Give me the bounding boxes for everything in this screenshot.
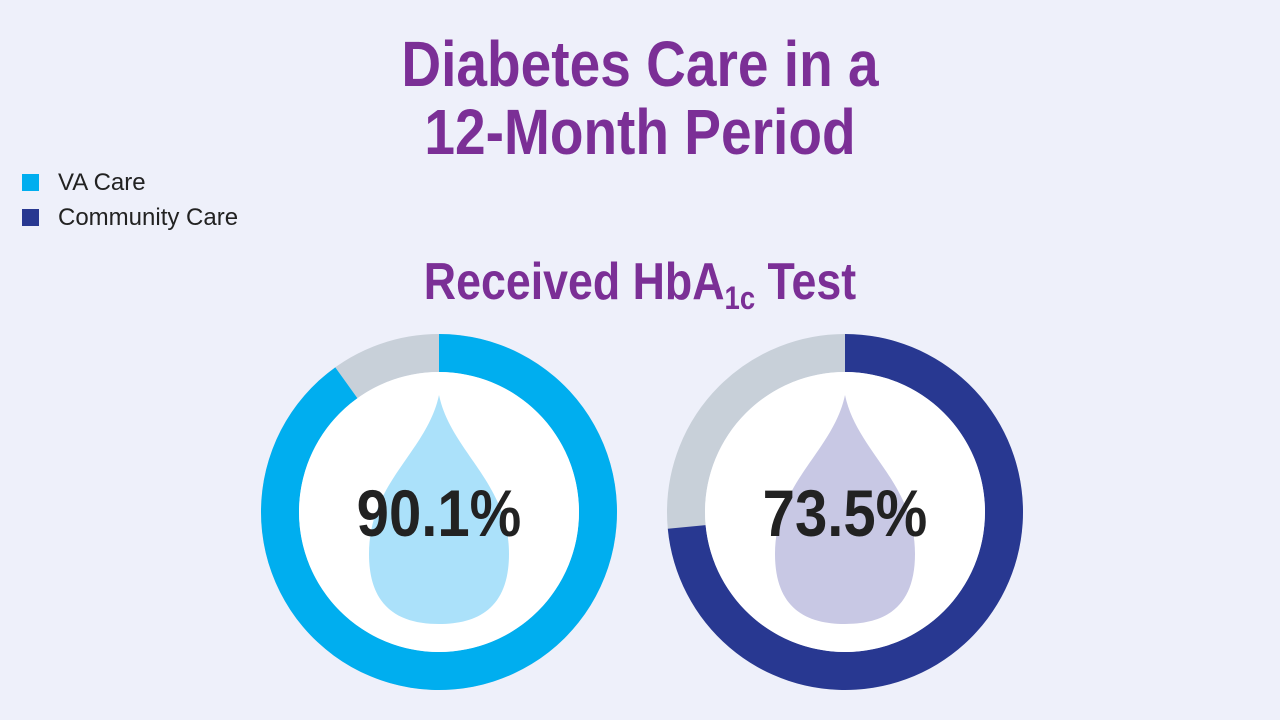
- legend: VA Care Community Care: [22, 165, 238, 235]
- drop-icon: [775, 395, 915, 624]
- page-title: Diabetes Care in a 12-Month Period: [90, 30, 1191, 166]
- donut-community-care: 73.5%: [667, 334, 1024, 690]
- subtitle-prefix: Received HbA: [423, 253, 725, 311]
- subtitle-suffix: Test: [755, 253, 857, 311]
- legend-label-community-care: Community Care: [58, 203, 239, 231]
- legend-label-va-care: VA Care: [58, 168, 146, 196]
- title-line-1: Diabetes Care in a: [401, 28, 879, 100]
- donut-va-care: 90.1%: [260, 334, 617, 690]
- legend-swatch-va-care: [22, 174, 39, 191]
- subtitle-subscript: 1c: [724, 280, 756, 316]
- legend-item-va-care: VA Care: [22, 165, 238, 200]
- title-line-2: 12-Month Period: [424, 96, 856, 168]
- legend-swatch-community-care: [22, 209, 39, 226]
- legend-item-community-care: Community Care: [22, 200, 238, 235]
- donut-value-label-community-care: 73.5%: [763, 478, 928, 551]
- donut-value-label-va-care: 90.1%: [357, 478, 522, 551]
- drop-icon: [369, 395, 509, 624]
- chart-subtitle: Received HbA1c Test: [90, 252, 1191, 314]
